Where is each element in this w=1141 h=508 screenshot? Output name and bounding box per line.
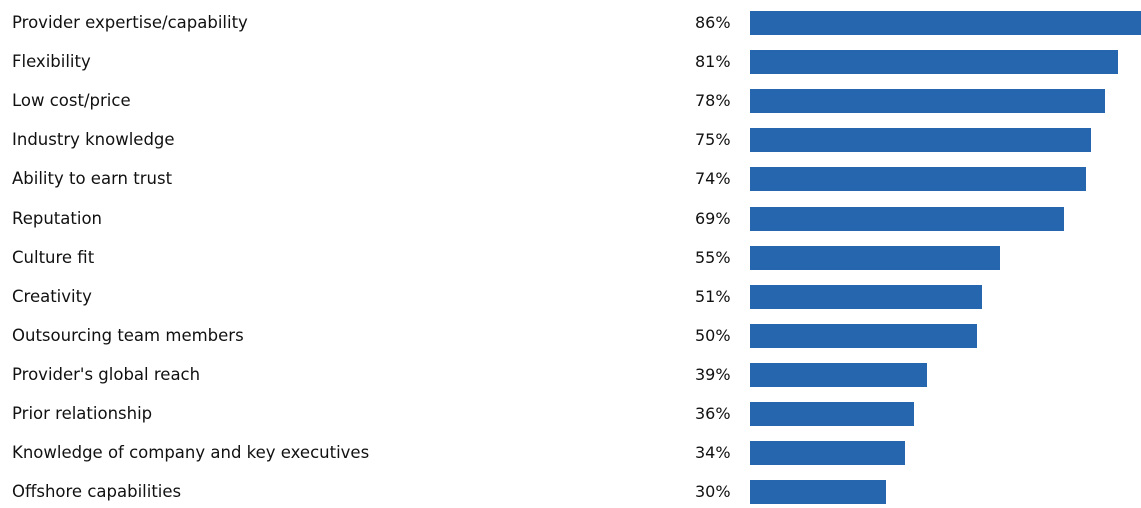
bar bbox=[750, 402, 914, 426]
category-label: Offshore capabilities bbox=[12, 482, 182, 502]
bar bbox=[750, 11, 1141, 35]
value-label: 75% bbox=[695, 130, 731, 150]
value-label: 30% bbox=[695, 482, 731, 502]
value-label: 51% bbox=[695, 286, 731, 306]
category-label: Ability to earn trust bbox=[12, 169, 173, 189]
value-label: 55% bbox=[695, 247, 731, 267]
bar bbox=[750, 480, 886, 505]
category-label: Culture fit bbox=[12, 247, 95, 267]
bar bbox=[750, 441, 905, 466]
category-label: Knowledge of company and key executives bbox=[12, 443, 370, 463]
bar bbox=[750, 50, 1118, 75]
category-label: Creativity bbox=[12, 286, 92, 306]
bar bbox=[750, 362, 927, 387]
value-label: 36% bbox=[695, 404, 731, 423]
bar bbox=[750, 167, 1086, 192]
bar bbox=[750, 323, 977, 348]
category-label: Low cost/price bbox=[12, 91, 131, 111]
bar bbox=[750, 206, 1064, 231]
value-label: 69% bbox=[695, 208, 731, 228]
bar bbox=[750, 89, 1105, 114]
bar bbox=[750, 284, 982, 309]
value-label: 78% bbox=[695, 91, 731, 111]
value-label: 34% bbox=[695, 443, 731, 463]
category-label: Reputation bbox=[12, 208, 102, 228]
value-label: 81% bbox=[695, 52, 731, 72]
bar bbox=[750, 128, 1091, 153]
bar bbox=[750, 245, 1000, 270]
category-label: Flexibility bbox=[12, 52, 91, 72]
value-label: 74% bbox=[695, 169, 731, 189]
category-label: Provider expertise/capability bbox=[12, 13, 248, 32]
category-label: Outsourcing team members bbox=[12, 325, 244, 345]
value-label: 39% bbox=[695, 364, 731, 384]
category-label: Prior relationship bbox=[12, 404, 153, 423]
value-label: 86% bbox=[695, 13, 731, 32]
category-label: Provider's global reach bbox=[12, 364, 201, 384]
value-label: 50% bbox=[695, 325, 731, 345]
category-label: Industry knowledge bbox=[12, 130, 175, 150]
